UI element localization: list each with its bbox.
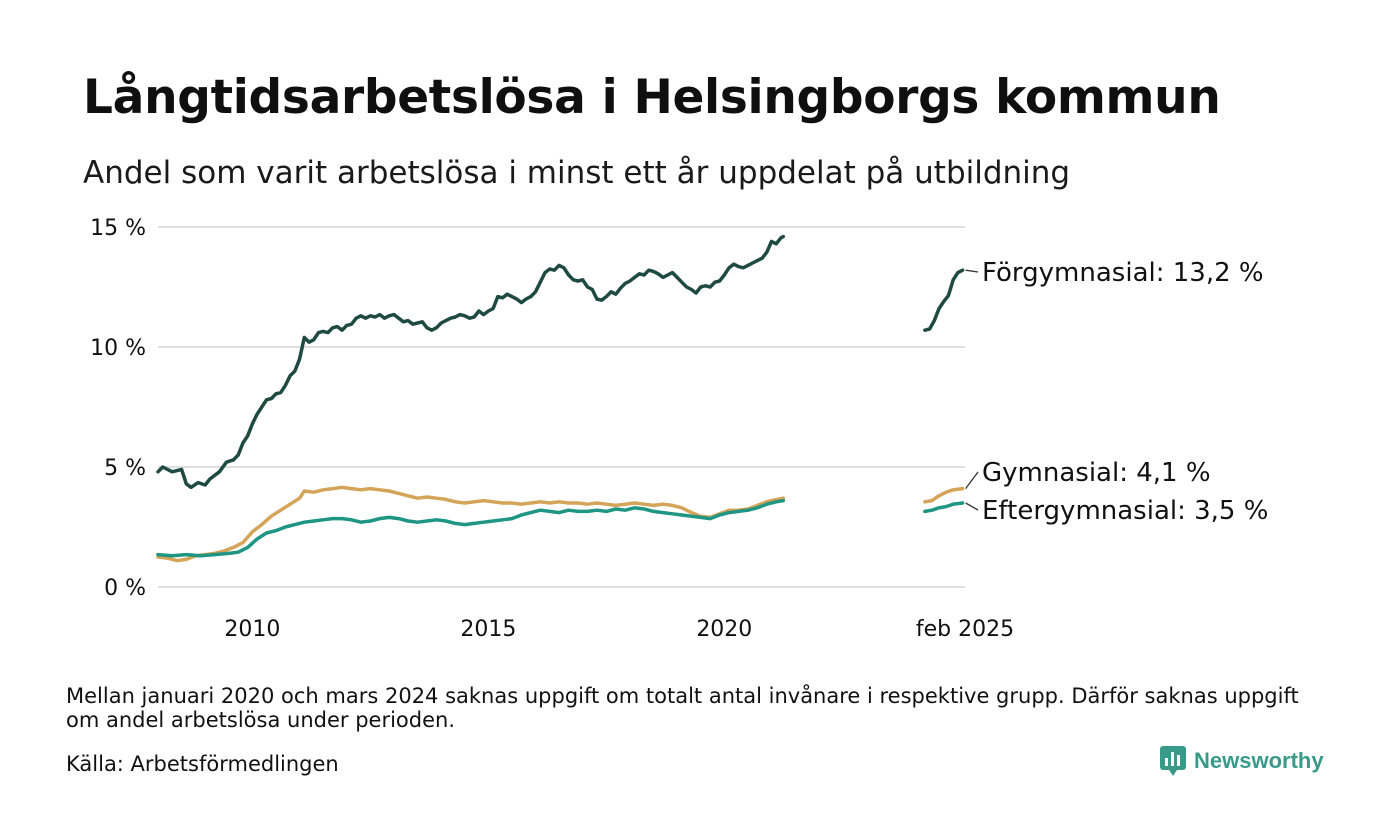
series-line-eftergymnasial-2 bbox=[923, 501, 965, 514]
y-tick-label: 5 % bbox=[104, 456, 146, 481]
leader-line-gymnasial bbox=[965, 471, 979, 489]
series-line-gymnasial-2 bbox=[923, 486, 965, 504]
x-tick-label: feb 2025 bbox=[916, 617, 1014, 642]
leader-line-f-rgymnasial bbox=[965, 269, 979, 273]
series-lines bbox=[156, 234, 965, 563]
chart-title: Långtidsarbetslösa i Helsingborgs kommun bbox=[83, 70, 1221, 125]
brand-logo[interactable]: Newsworthy bbox=[1160, 746, 1324, 776]
chart-subtitle: Andel som varit arbetslösa i minst ett å… bbox=[83, 155, 1071, 191]
x-tick-label: 2020 bbox=[696, 617, 752, 642]
leader-line-eftergymnasial bbox=[965, 502, 979, 511]
series-line-gymnasial-1 bbox=[156, 485, 786, 563]
brand-name: Newsworthy bbox=[1194, 748, 1324, 773]
x-axis-tick-labels: 2010 2015 2020 feb 2025 bbox=[224, 617, 1014, 642]
end-label-f-rgymnasial: Förgymnasial: 13,2 % bbox=[982, 258, 1264, 288]
x-tick-label: 2015 bbox=[460, 617, 516, 642]
series-line-f-rgymnasial-2 bbox=[923, 268, 965, 332]
y-axis-tick-labels: 0 % 5 % 10 % 15 % bbox=[90, 216, 146, 601]
x-tick-label: 2010 bbox=[224, 617, 280, 642]
y-tick-label: 0 % bbox=[104, 576, 146, 601]
series-end-labels: Förgymnasial: 13,2 % Gymnasial: 4,1 % Efte… bbox=[965, 258, 1268, 526]
y-tick-label: 10 % bbox=[90, 336, 146, 361]
series-line-eftergymnasial-1 bbox=[156, 498, 786, 558]
y-tick-label: 15 % bbox=[90, 216, 146, 241]
footnote: Mellan januari 2020 och mars 2024 saknas… bbox=[66, 684, 1299, 732]
end-label-eftergymnasial: Eftergymnasial: 3,5 % bbox=[982, 496, 1268, 526]
source-credit: Källa: Arbetsförmedlingen bbox=[66, 752, 339, 776]
end-label-gymnasial: Gymnasial: 4,1 % bbox=[982, 458, 1211, 488]
grid-lines bbox=[158, 226, 965, 588]
series-line-f-rgymnasial-1 bbox=[156, 234, 786, 490]
newsworthy-logo-icon bbox=[1160, 746, 1186, 776]
